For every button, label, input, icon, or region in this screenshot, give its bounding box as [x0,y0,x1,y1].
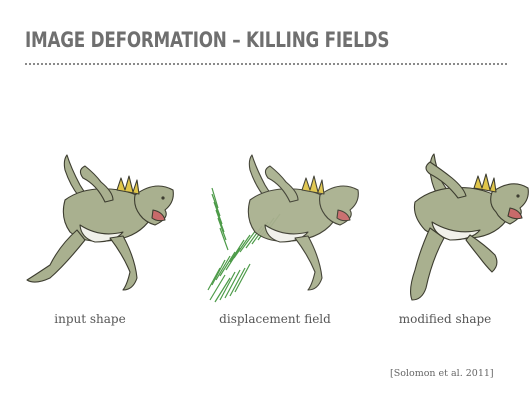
panel-caption-input: input shape [54,312,126,326]
slide-title: IMAGE DEFORMATION – KILLING FIELDS [25,28,390,52]
modified-shape-figure [360,140,530,305]
raptor-deformed-illustration [409,153,529,301]
panel-caption-displacement: displacement field [219,312,331,326]
displacement-field-figure [190,140,360,305]
raptor-illustration [26,154,174,291]
raptor-with-field-illustration [207,154,359,303]
title-divider [25,63,507,65]
input-shape-figure [5,140,175,305]
panel-caption-modified: modified shape [398,312,492,326]
citation: [Solomon et al. 2011] [390,368,494,379]
